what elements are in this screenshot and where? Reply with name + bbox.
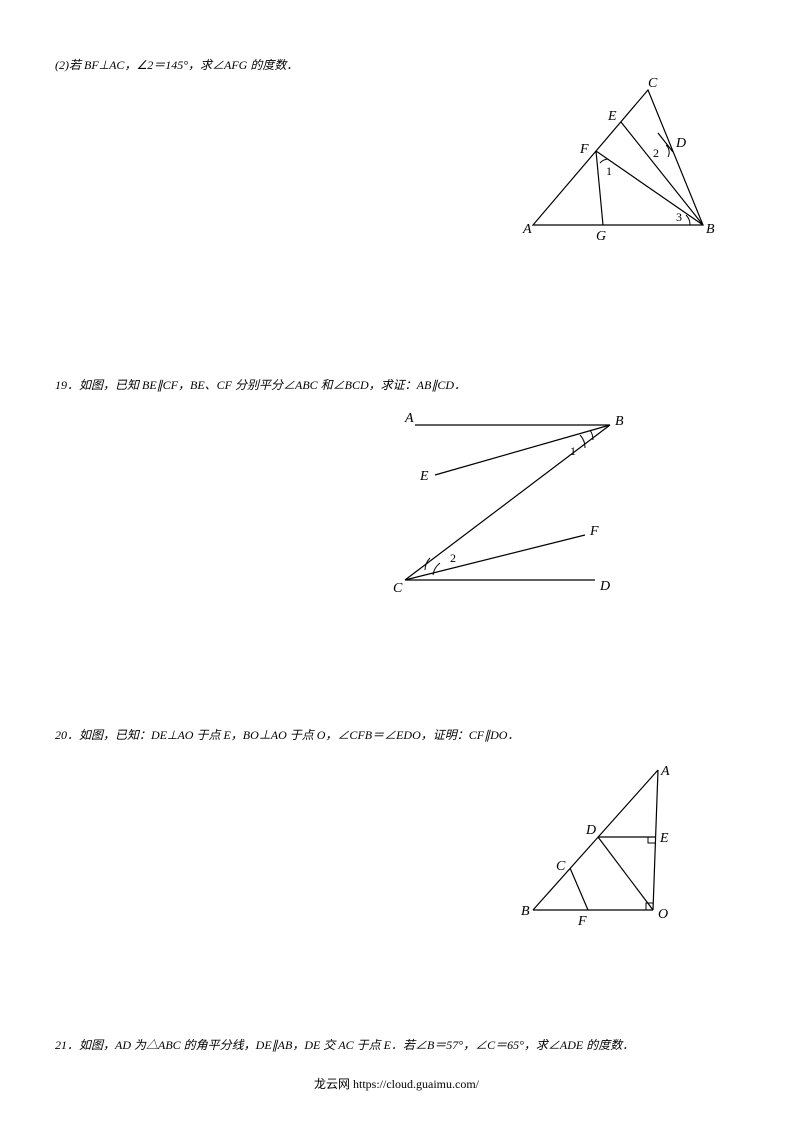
label-F: F <box>579 142 589 157</box>
label-G: G <box>596 229 606 244</box>
label-E: E <box>659 831 669 846</box>
label-A: A <box>660 764 670 779</box>
line-fb <box>596 151 703 225</box>
label-D: D <box>599 579 610 594</box>
label-A: A <box>404 411 414 426</box>
num-3: 3 <box>676 210 682 224</box>
line-cf <box>405 535 585 580</box>
label-B: B <box>521 904 530 919</box>
line-cf <box>570 868 588 910</box>
problem-18-2-text: (2)若 BF⊥AC，∠2＝145°，求∠AFG 的度数． <box>55 55 738 77</box>
label-O: O <box>658 907 668 922</box>
num-2: 2 <box>450 551 456 565</box>
label-D: D <box>585 823 596 838</box>
arc-1 <box>600 159 608 163</box>
label-E: E <box>607 109 617 124</box>
num-1: 1 <box>606 164 612 178</box>
line-do <box>598 837 653 910</box>
label-C: C <box>648 76 658 91</box>
label-B: B <box>615 414 624 429</box>
line-bc <box>405 425 610 580</box>
problem-19: 19．如图，已知 BE∥CF，BE、CF 分别平分∠ABC 和∠BCD，求证：A… <box>55 375 738 655</box>
problem-19-text: 19．如图，已知 BE∥CF，BE、CF 分别平分∠ABC 和∠BCD，求证：A… <box>55 375 738 397</box>
problem-21: 21．如图，AD 为△ABC 的角平分线，DE∥AB，DE 交 AC 于点 E．… <box>55 1035 738 1075</box>
arc-c1 <box>425 558 430 570</box>
num-2: 2 <box>653 146 659 160</box>
label-C: C <box>393 581 403 596</box>
num-1: 1 <box>570 444 576 458</box>
figure-20: A B C D E F O <box>518 760 678 930</box>
arc-3 <box>686 215 690 225</box>
problem-21-text: 21．如图，AD 为△ABC 的角平分线，DE∥AB，DE 交 AC 于点 E．… <box>55 1035 738 1057</box>
label-E: E <box>419 469 429 484</box>
label-F: F <box>577 914 587 929</box>
label-A: A <box>522 222 532 237</box>
right-angle-e <box>648 837 655 843</box>
line-fg <box>596 151 603 225</box>
label-C: C <box>556 859 566 874</box>
figure-18: A B C D E F G 1 2 3 <box>518 75 718 245</box>
label-B: B <box>706 222 715 237</box>
problem-18-2: (2)若 BF⊥AC，∠2＝145°，求∠AFG 的度数． <box>55 55 738 305</box>
figure-19: A B C D E F 1 2 <box>375 400 635 610</box>
label-F: F <box>589 524 599 539</box>
line-ao <box>653 770 658 910</box>
line-ab <box>533 770 658 910</box>
line-be <box>435 425 610 475</box>
triangle-abc <box>533 90 703 225</box>
footer: 龙云网 https://cloud.guaimu.com/ <box>0 1075 793 1092</box>
seg-d <box>658 133 673 152</box>
problem-20: 20．如图，已知：DE⊥AO 于点 E，BO⊥AO 于点 O，∠CFB＝∠EDO… <box>55 725 738 965</box>
label-D: D <box>675 136 686 151</box>
problem-20-text: 20．如图，已知：DE⊥AO 于点 E，BO⊥AO 于点 O，∠CFB＝∠EDO… <box>55 725 738 747</box>
